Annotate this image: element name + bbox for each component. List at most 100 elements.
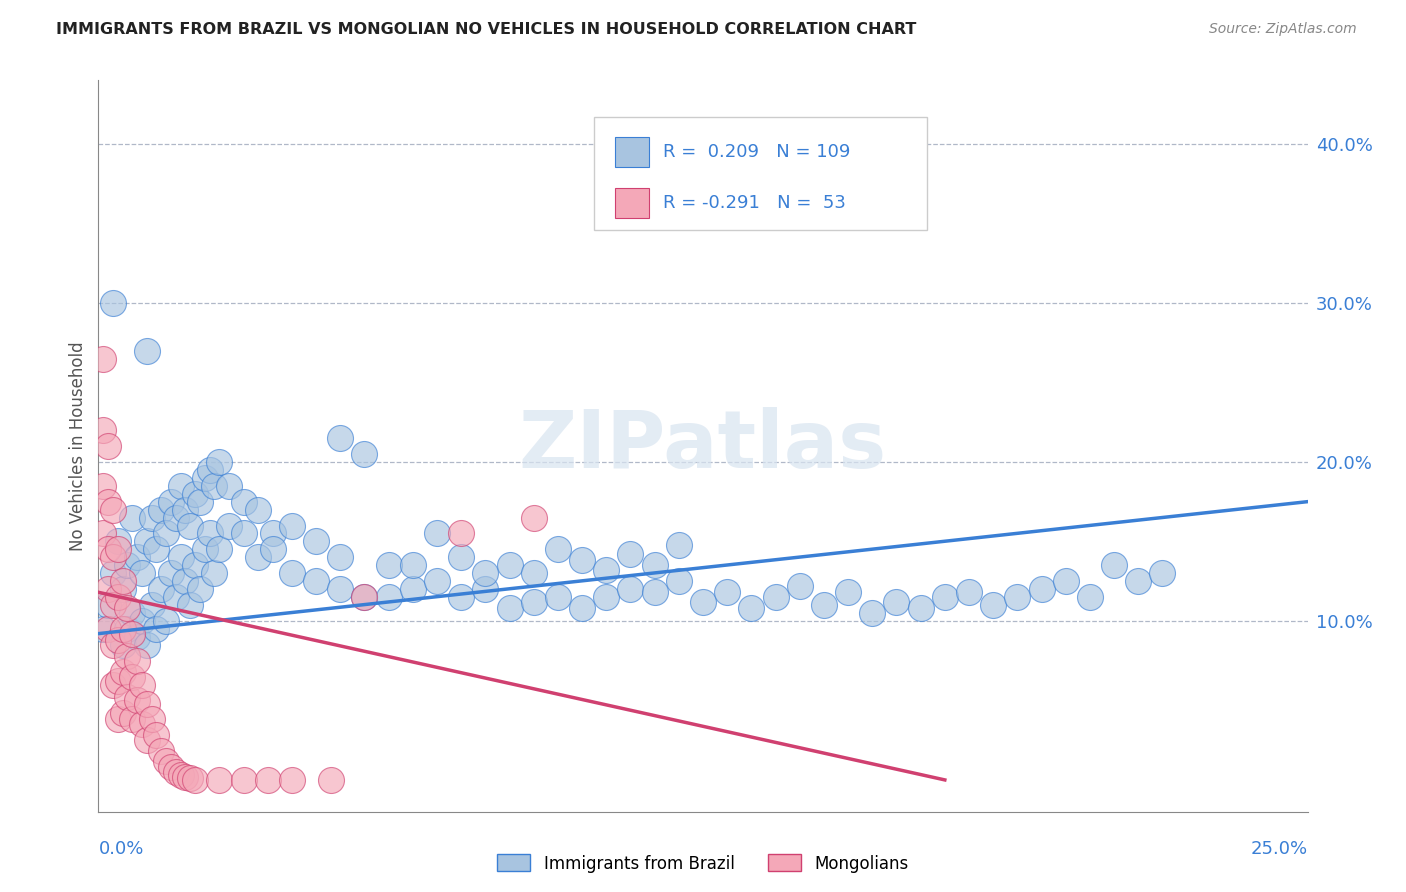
Point <box>450 590 472 604</box>
Point <box>402 558 425 573</box>
Point <box>107 590 129 604</box>
Point <box>160 494 183 508</box>
Point <box>247 502 270 516</box>
Point <box>523 566 546 581</box>
Point <box>165 590 187 604</box>
Point <box>135 697 157 711</box>
Text: IMMIGRANTS FROM BRAZIL VS MONGOLIAN NO VEHICLES IN HOUSEHOLD CORRELATION CHART: IMMIGRANTS FROM BRAZIL VS MONGOLIAN NO V… <box>56 22 917 37</box>
Point <box>121 713 143 727</box>
Point <box>155 614 177 628</box>
Point <box>97 542 120 557</box>
Text: 25.0%: 25.0% <box>1250 840 1308 858</box>
Point <box>101 638 124 652</box>
Point <box>165 764 187 779</box>
Point <box>117 622 139 636</box>
Point <box>547 542 569 557</box>
Point <box>97 494 120 508</box>
Point <box>155 526 177 541</box>
Point <box>145 542 167 557</box>
Point <box>127 693 149 707</box>
Point <box>498 601 520 615</box>
Point <box>353 447 375 461</box>
Point <box>281 772 304 787</box>
Point <box>426 526 449 541</box>
Point <box>101 677 124 691</box>
Point <box>402 582 425 596</box>
Point <box>353 590 375 604</box>
Point <box>117 558 139 573</box>
Point <box>619 582 641 596</box>
Point <box>91 351 114 366</box>
Point <box>1031 582 1053 596</box>
Text: Source: ZipAtlas.com: Source: ZipAtlas.com <box>1209 22 1357 37</box>
Text: 0.0%: 0.0% <box>98 840 143 858</box>
Point <box>117 648 139 663</box>
Point <box>619 547 641 561</box>
Point <box>232 494 254 508</box>
Point <box>174 502 197 516</box>
Point <box>668 574 690 589</box>
Point <box>1007 590 1029 604</box>
Bar <box>614 188 648 218</box>
Point <box>860 606 883 620</box>
Point <box>789 579 811 593</box>
Point <box>208 772 231 787</box>
Point <box>353 590 375 604</box>
Point <box>97 622 120 636</box>
Point <box>91 622 114 636</box>
Point <box>571 601 593 615</box>
Point <box>1054 574 1077 589</box>
Point <box>426 574 449 589</box>
Point <box>692 595 714 609</box>
Point <box>135 733 157 747</box>
Point <box>450 526 472 541</box>
Point <box>204 479 226 493</box>
Point <box>97 598 120 612</box>
Point <box>121 606 143 620</box>
Point <box>547 590 569 604</box>
Point <box>179 772 201 786</box>
Point <box>194 471 217 485</box>
Bar <box>614 137 648 167</box>
Point <box>101 598 124 612</box>
Point <box>111 638 134 652</box>
Point <box>1152 566 1174 581</box>
Point <box>281 566 304 581</box>
Point <box>188 494 211 508</box>
Point <box>595 590 617 604</box>
Point <box>111 665 134 679</box>
Point <box>305 574 328 589</box>
Point <box>837 585 859 599</box>
Point <box>1102 558 1125 573</box>
Point <box>97 439 120 453</box>
Point <box>107 542 129 557</box>
Point <box>127 630 149 644</box>
Point <box>319 772 342 787</box>
Point <box>169 768 191 782</box>
Point <box>145 728 167 742</box>
Point <box>716 585 738 599</box>
Point <box>188 582 211 596</box>
Point <box>117 690 139 705</box>
Text: R = -0.291   N =  53: R = -0.291 N = 53 <box>664 194 846 212</box>
Point <box>169 550 191 565</box>
Point <box>131 614 153 628</box>
Point <box>91 479 114 493</box>
Point <box>377 590 399 604</box>
Point <box>111 574 134 589</box>
Point <box>450 550 472 565</box>
Text: R =  0.209   N = 109: R = 0.209 N = 109 <box>664 144 851 161</box>
Point <box>174 770 197 784</box>
Legend: Immigrants from Brazil, Mongolians: Immigrants from Brazil, Mongolians <box>491 847 915 880</box>
Point <box>135 534 157 549</box>
Point <box>107 534 129 549</box>
Point <box>305 534 328 549</box>
Point <box>232 526 254 541</box>
Point <box>179 518 201 533</box>
Point <box>886 595 908 609</box>
Point <box>160 566 183 581</box>
Point <box>281 518 304 533</box>
Point <box>145 622 167 636</box>
Point <box>910 601 932 615</box>
Y-axis label: No Vehicles in Household: No Vehicles in Household <box>69 341 87 551</box>
